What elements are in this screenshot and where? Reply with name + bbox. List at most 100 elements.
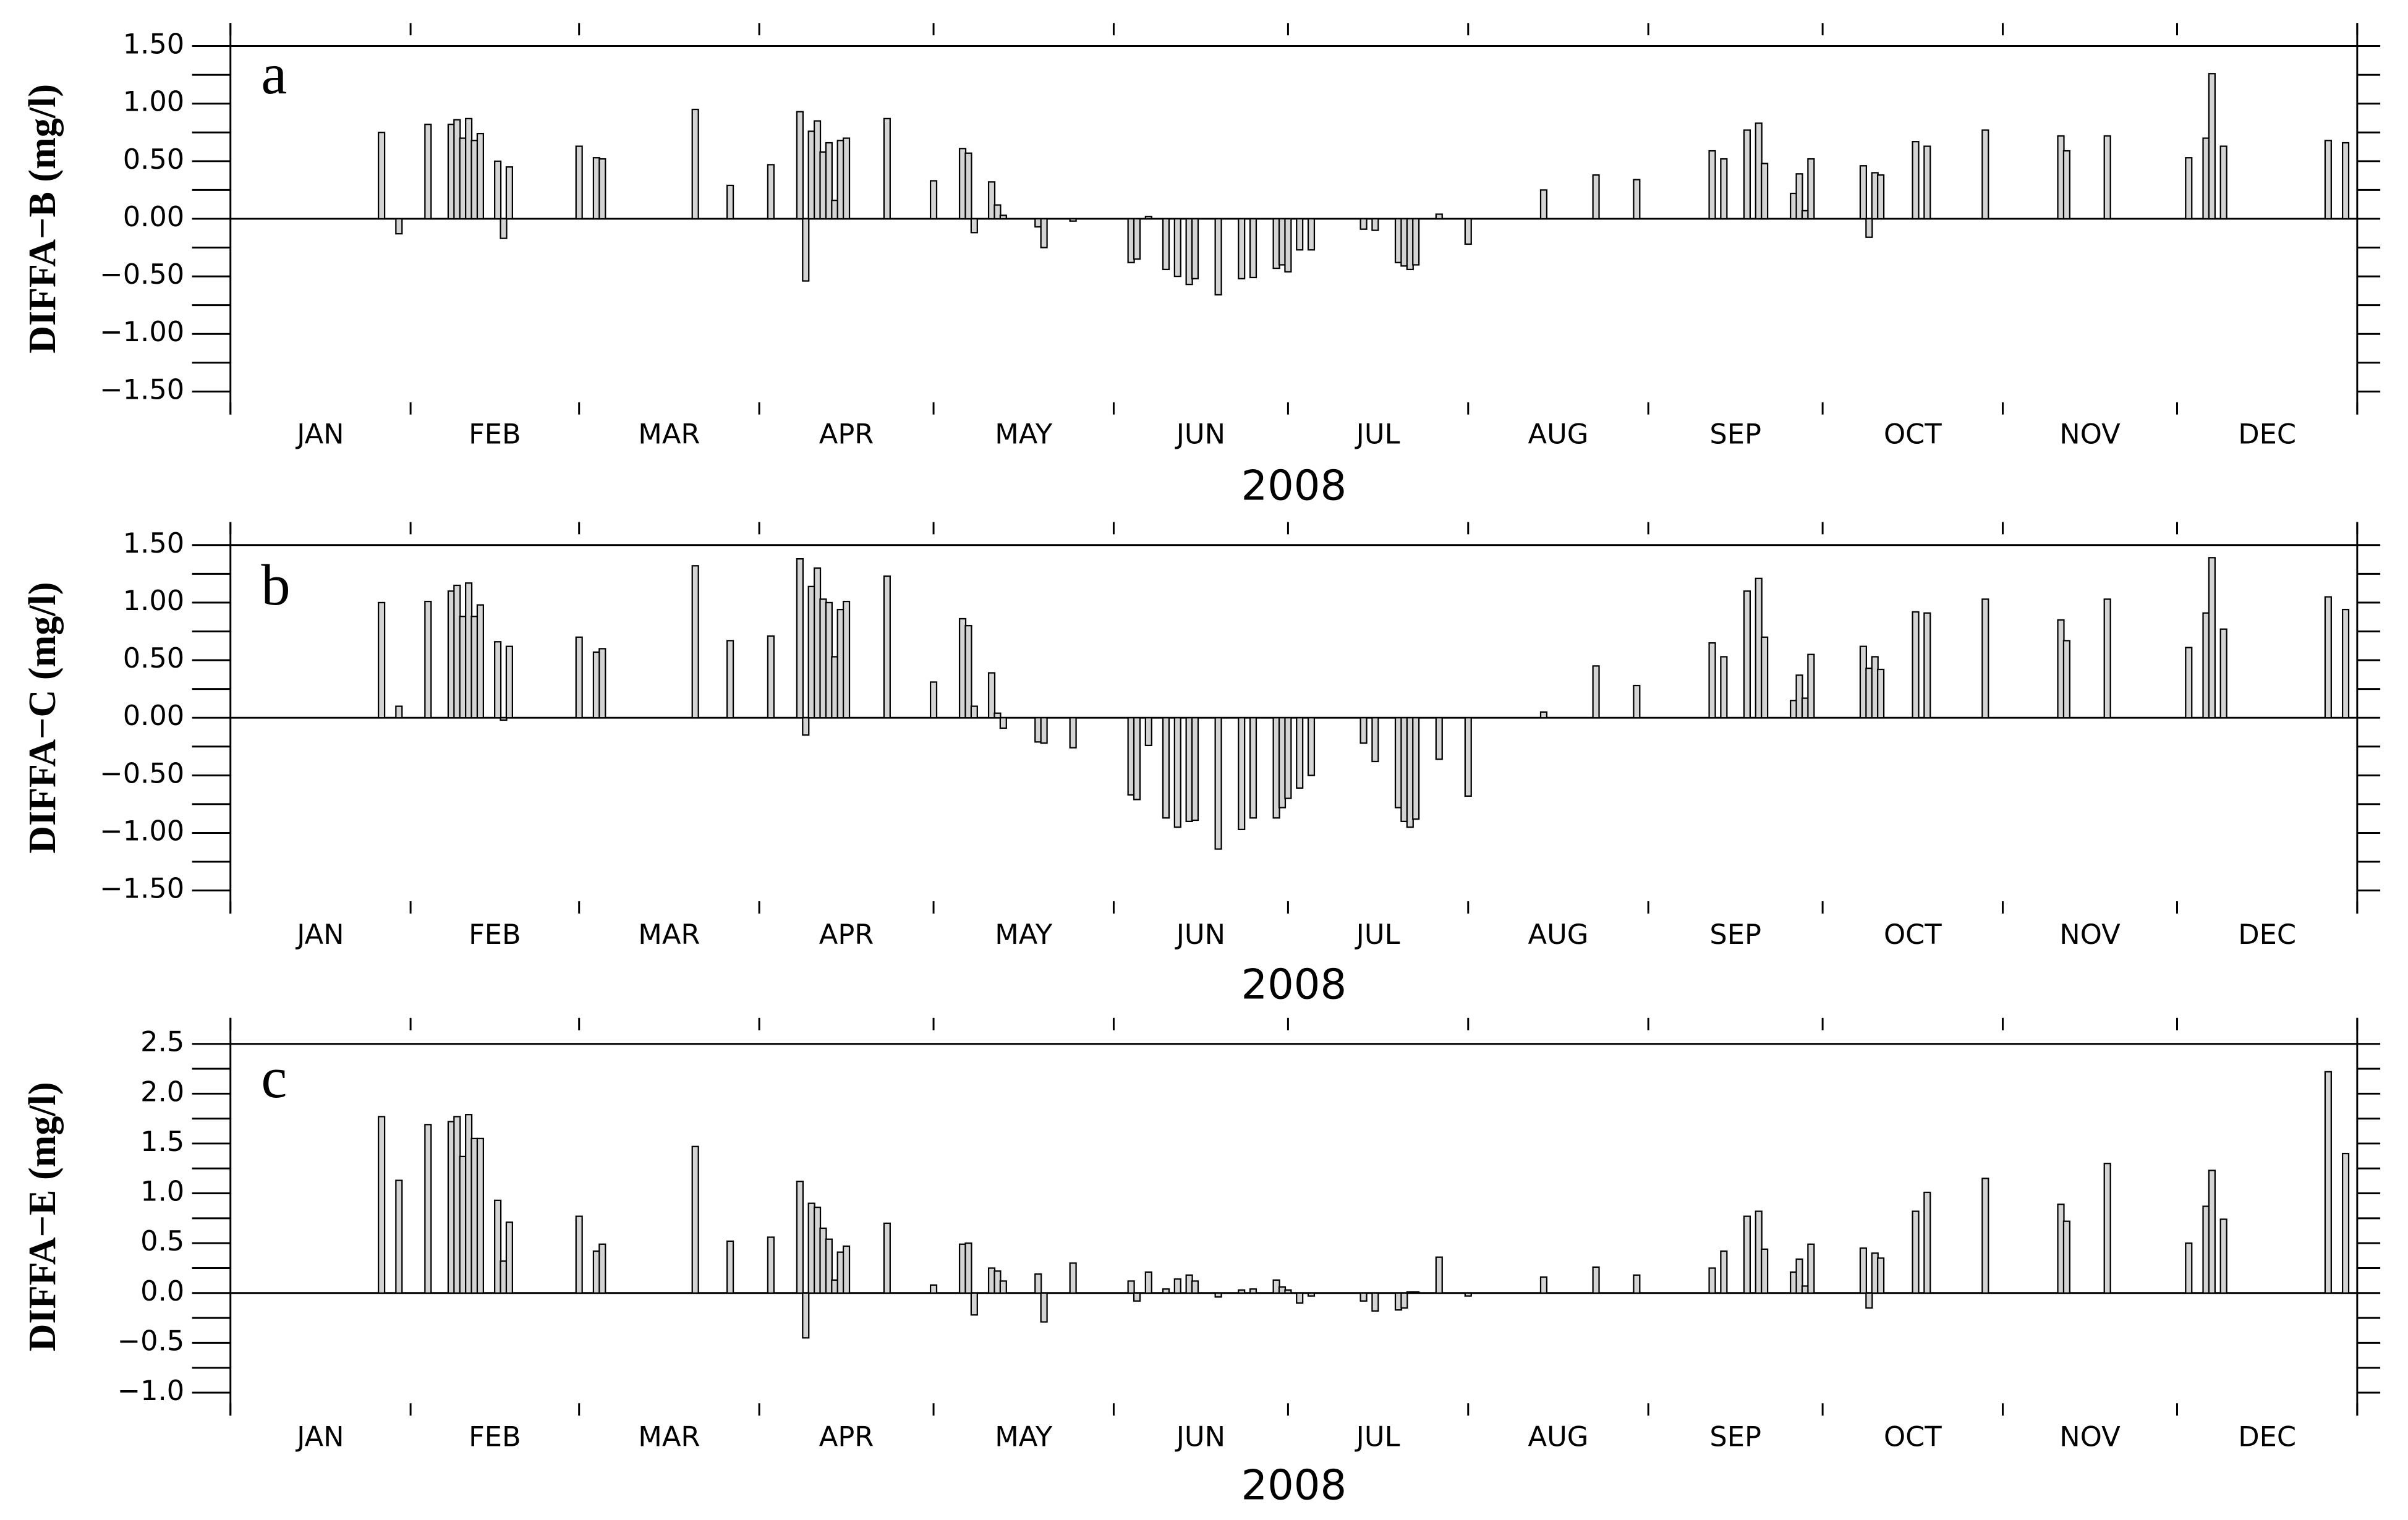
bar bbox=[2324, 596, 2332, 719]
y-tick-label: 0.00 bbox=[123, 700, 185, 732]
bar bbox=[575, 145, 583, 220]
y-tick-label: 1.5 bbox=[140, 1126, 184, 1158]
bar bbox=[1144, 216, 1152, 220]
bar bbox=[1371, 717, 1379, 763]
bar bbox=[1127, 1280, 1135, 1294]
bar bbox=[929, 180, 938, 220]
bar bbox=[1795, 1258, 1803, 1294]
x-axis-label: 2008 bbox=[1241, 961, 1347, 1009]
bar bbox=[1720, 656, 1728, 719]
bar bbox=[691, 108, 699, 220]
bar bbox=[1040, 218, 1048, 248]
bar bbox=[2219, 1218, 2227, 1294]
y-axis-label: DIFFA−E (mg/l) bbox=[22, 1082, 64, 1351]
month-label: AUG bbox=[1528, 418, 1589, 450]
month-label: FEB bbox=[469, 418, 521, 450]
y-tick-label: −0.50 bbox=[100, 258, 184, 291]
bar bbox=[2185, 647, 2193, 719]
bar bbox=[1464, 717, 1472, 797]
panel: 2.5 2.0 1.5 1.0 0.5 0.0 −0.5 −1.0 JAN FEB MAR APR MA… bbox=[22, 1017, 2381, 1509]
bar bbox=[1464, 1292, 1472, 1297]
bar bbox=[2341, 608, 2350, 719]
x-axis-label: 2008 bbox=[1241, 461, 1347, 509]
bar bbox=[1069, 1262, 1077, 1294]
month-label: SEP bbox=[1709, 418, 1761, 450]
month-label: JUN bbox=[1175, 1420, 1225, 1453]
bar bbox=[883, 117, 891, 220]
bar bbox=[1435, 717, 1443, 760]
bar bbox=[2185, 157, 2193, 220]
bar bbox=[2103, 598, 2111, 719]
month-label: APR bbox=[819, 1420, 874, 1453]
bar bbox=[1238, 717, 1246, 831]
bar bbox=[1249, 218, 1257, 279]
y-tick-label: −0.5 bbox=[117, 1325, 185, 1357]
bar bbox=[1877, 668, 1885, 719]
bar bbox=[1912, 1210, 1920, 1294]
bar bbox=[1464, 218, 1472, 245]
bar bbox=[1214, 717, 1222, 850]
bar bbox=[1412, 717, 1420, 820]
bar bbox=[2062, 1220, 2070, 1294]
bar bbox=[999, 1280, 1007, 1294]
bar bbox=[767, 635, 775, 719]
bar bbox=[2208, 557, 2216, 719]
month-label: MAR bbox=[638, 418, 700, 450]
bar bbox=[505, 1221, 513, 1294]
bar bbox=[883, 1222, 891, 1294]
y-axis-label: DIFFA−B (mg/l) bbox=[22, 84, 64, 354]
month-label: APR bbox=[819, 919, 874, 951]
bar bbox=[505, 645, 513, 719]
bar bbox=[1249, 1288, 1257, 1294]
bar bbox=[494, 641, 502, 719]
bar bbox=[825, 142, 833, 220]
y-tick-label: 1.50 bbox=[123, 28, 185, 61]
month-label: MAY bbox=[995, 919, 1053, 951]
month-label: JAN bbox=[295, 418, 344, 450]
month-label: NOV bbox=[2059, 1420, 2121, 1453]
bar bbox=[1795, 674, 1803, 719]
bar bbox=[1191, 218, 1199, 279]
bar bbox=[575, 636, 583, 719]
bar bbox=[970, 705, 978, 719]
month-label: FEB bbox=[469, 1420, 521, 1453]
bar bbox=[1238, 218, 1246, 279]
bar bbox=[1795, 173, 1803, 220]
bar bbox=[598, 1243, 606, 1294]
bar bbox=[987, 181, 996, 220]
month-label: DEC bbox=[2238, 418, 2296, 450]
bar bbox=[1144, 717, 1152, 747]
bar bbox=[2324, 140, 2332, 220]
bar bbox=[993, 712, 1002, 719]
month-label: JUN bbox=[1175, 919, 1225, 951]
bar bbox=[1592, 665, 1600, 719]
bar bbox=[964, 1242, 972, 1294]
bar bbox=[2103, 1163, 2111, 1294]
bar bbox=[1371, 218, 1379, 231]
bar bbox=[476, 604, 484, 719]
bar bbox=[1296, 218, 1304, 251]
bar bbox=[1859, 165, 1868, 220]
bar bbox=[395, 218, 403, 235]
bar bbox=[1296, 717, 1304, 789]
bar bbox=[1307, 717, 1316, 776]
bar bbox=[1069, 717, 1077, 749]
bar bbox=[825, 1238, 833, 1294]
bar bbox=[999, 717, 1007, 729]
month-label: JUL bbox=[1355, 418, 1400, 450]
bar bbox=[1307, 1292, 1316, 1297]
bar bbox=[767, 1236, 775, 1294]
y-tick-label: 1.00 bbox=[123, 86, 185, 118]
bar bbox=[1708, 1267, 1716, 1294]
bar bbox=[1592, 1266, 1600, 1294]
bar bbox=[993, 204, 1002, 220]
bar bbox=[1173, 1278, 1181, 1294]
bar bbox=[505, 166, 513, 220]
y-tick-label: −1.50 bbox=[100, 373, 184, 405]
bar bbox=[1371, 1292, 1379, 1312]
y-tick-label: 2.0 bbox=[140, 1076, 184, 1108]
bar bbox=[987, 672, 996, 719]
month-label: MAY bbox=[995, 418, 1053, 450]
bar bbox=[767, 164, 775, 220]
